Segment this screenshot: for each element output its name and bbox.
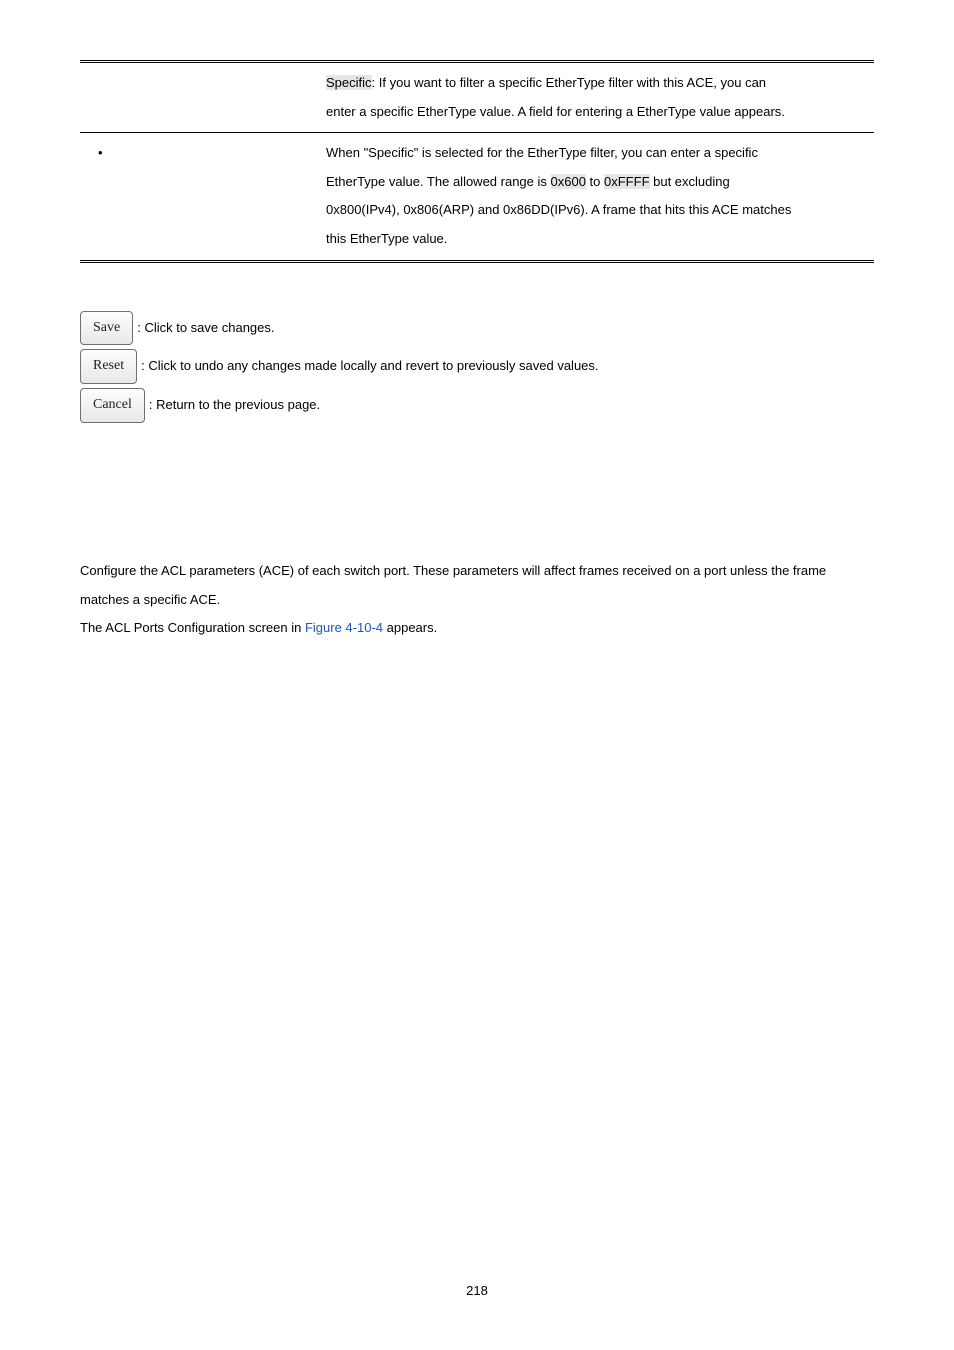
row2-line2b: to	[586, 174, 604, 189]
cancel-text: : Return to the previous page.	[149, 391, 320, 420]
row2-line4: this EtherType value.	[326, 231, 447, 246]
highlight-from: 0x600	[551, 174, 586, 189]
highlight-specific: Specific	[326, 75, 372, 90]
highlight-to: 0xFFFF	[604, 174, 650, 189]
bullet-dot: •	[98, 139, 116, 168]
row1-text-a: : If you want to filter a specific Ether…	[372, 75, 767, 90]
row2-line2c: but excluding	[650, 174, 730, 189]
save-text: : Click to save changes.	[137, 314, 274, 343]
page-number: 218	[80, 1283, 874, 1298]
section-para2b: appears.	[383, 620, 437, 635]
row2-line3: 0x800(IPv4), 0x806(ARP) and 0x86DD(IPv6)…	[326, 202, 791, 217]
row2-line2a: EtherType value. The allowed range is	[326, 174, 551, 189]
table-cell-left-2: •Ethernet Type Value	[80, 133, 316, 261]
cancel-button[interactable]: Cancel	[80, 388, 145, 423]
ethertype-table: Specific: If you want to filter a specif…	[80, 60, 874, 263]
reset-text: : Click to undo any changes made locally…	[141, 352, 598, 381]
section-body: Configure the ACL parameters (ACE) of ea…	[80, 557, 874, 643]
table-cell-right-2: When "Specific" is selected for the Ethe…	[316, 133, 874, 261]
section-para1: Configure the ACL parameters (ACE) of ea…	[80, 557, 874, 614]
save-button[interactable]: Save	[80, 311, 133, 346]
section-para2a: The ACL Ports Configuration screen in	[80, 620, 305, 635]
figure-link[interactable]: Figure 4-10-4	[305, 620, 383, 635]
table-cell-right-1: Specific: If you want to filter a specif…	[316, 62, 874, 133]
table-cell-left-1	[80, 62, 316, 133]
bullet-label: Ethernet Type Value	[116, 145, 233, 160]
buttons-section: Save : Click to save changes. Reset : Cl…	[80, 311, 874, 423]
reset-button[interactable]: Reset	[80, 349, 137, 384]
row1-text-b: enter a specific EtherType value. A fiel…	[326, 104, 785, 119]
row2-line1: When "Specific" is selected for the Ethe…	[326, 145, 758, 160]
